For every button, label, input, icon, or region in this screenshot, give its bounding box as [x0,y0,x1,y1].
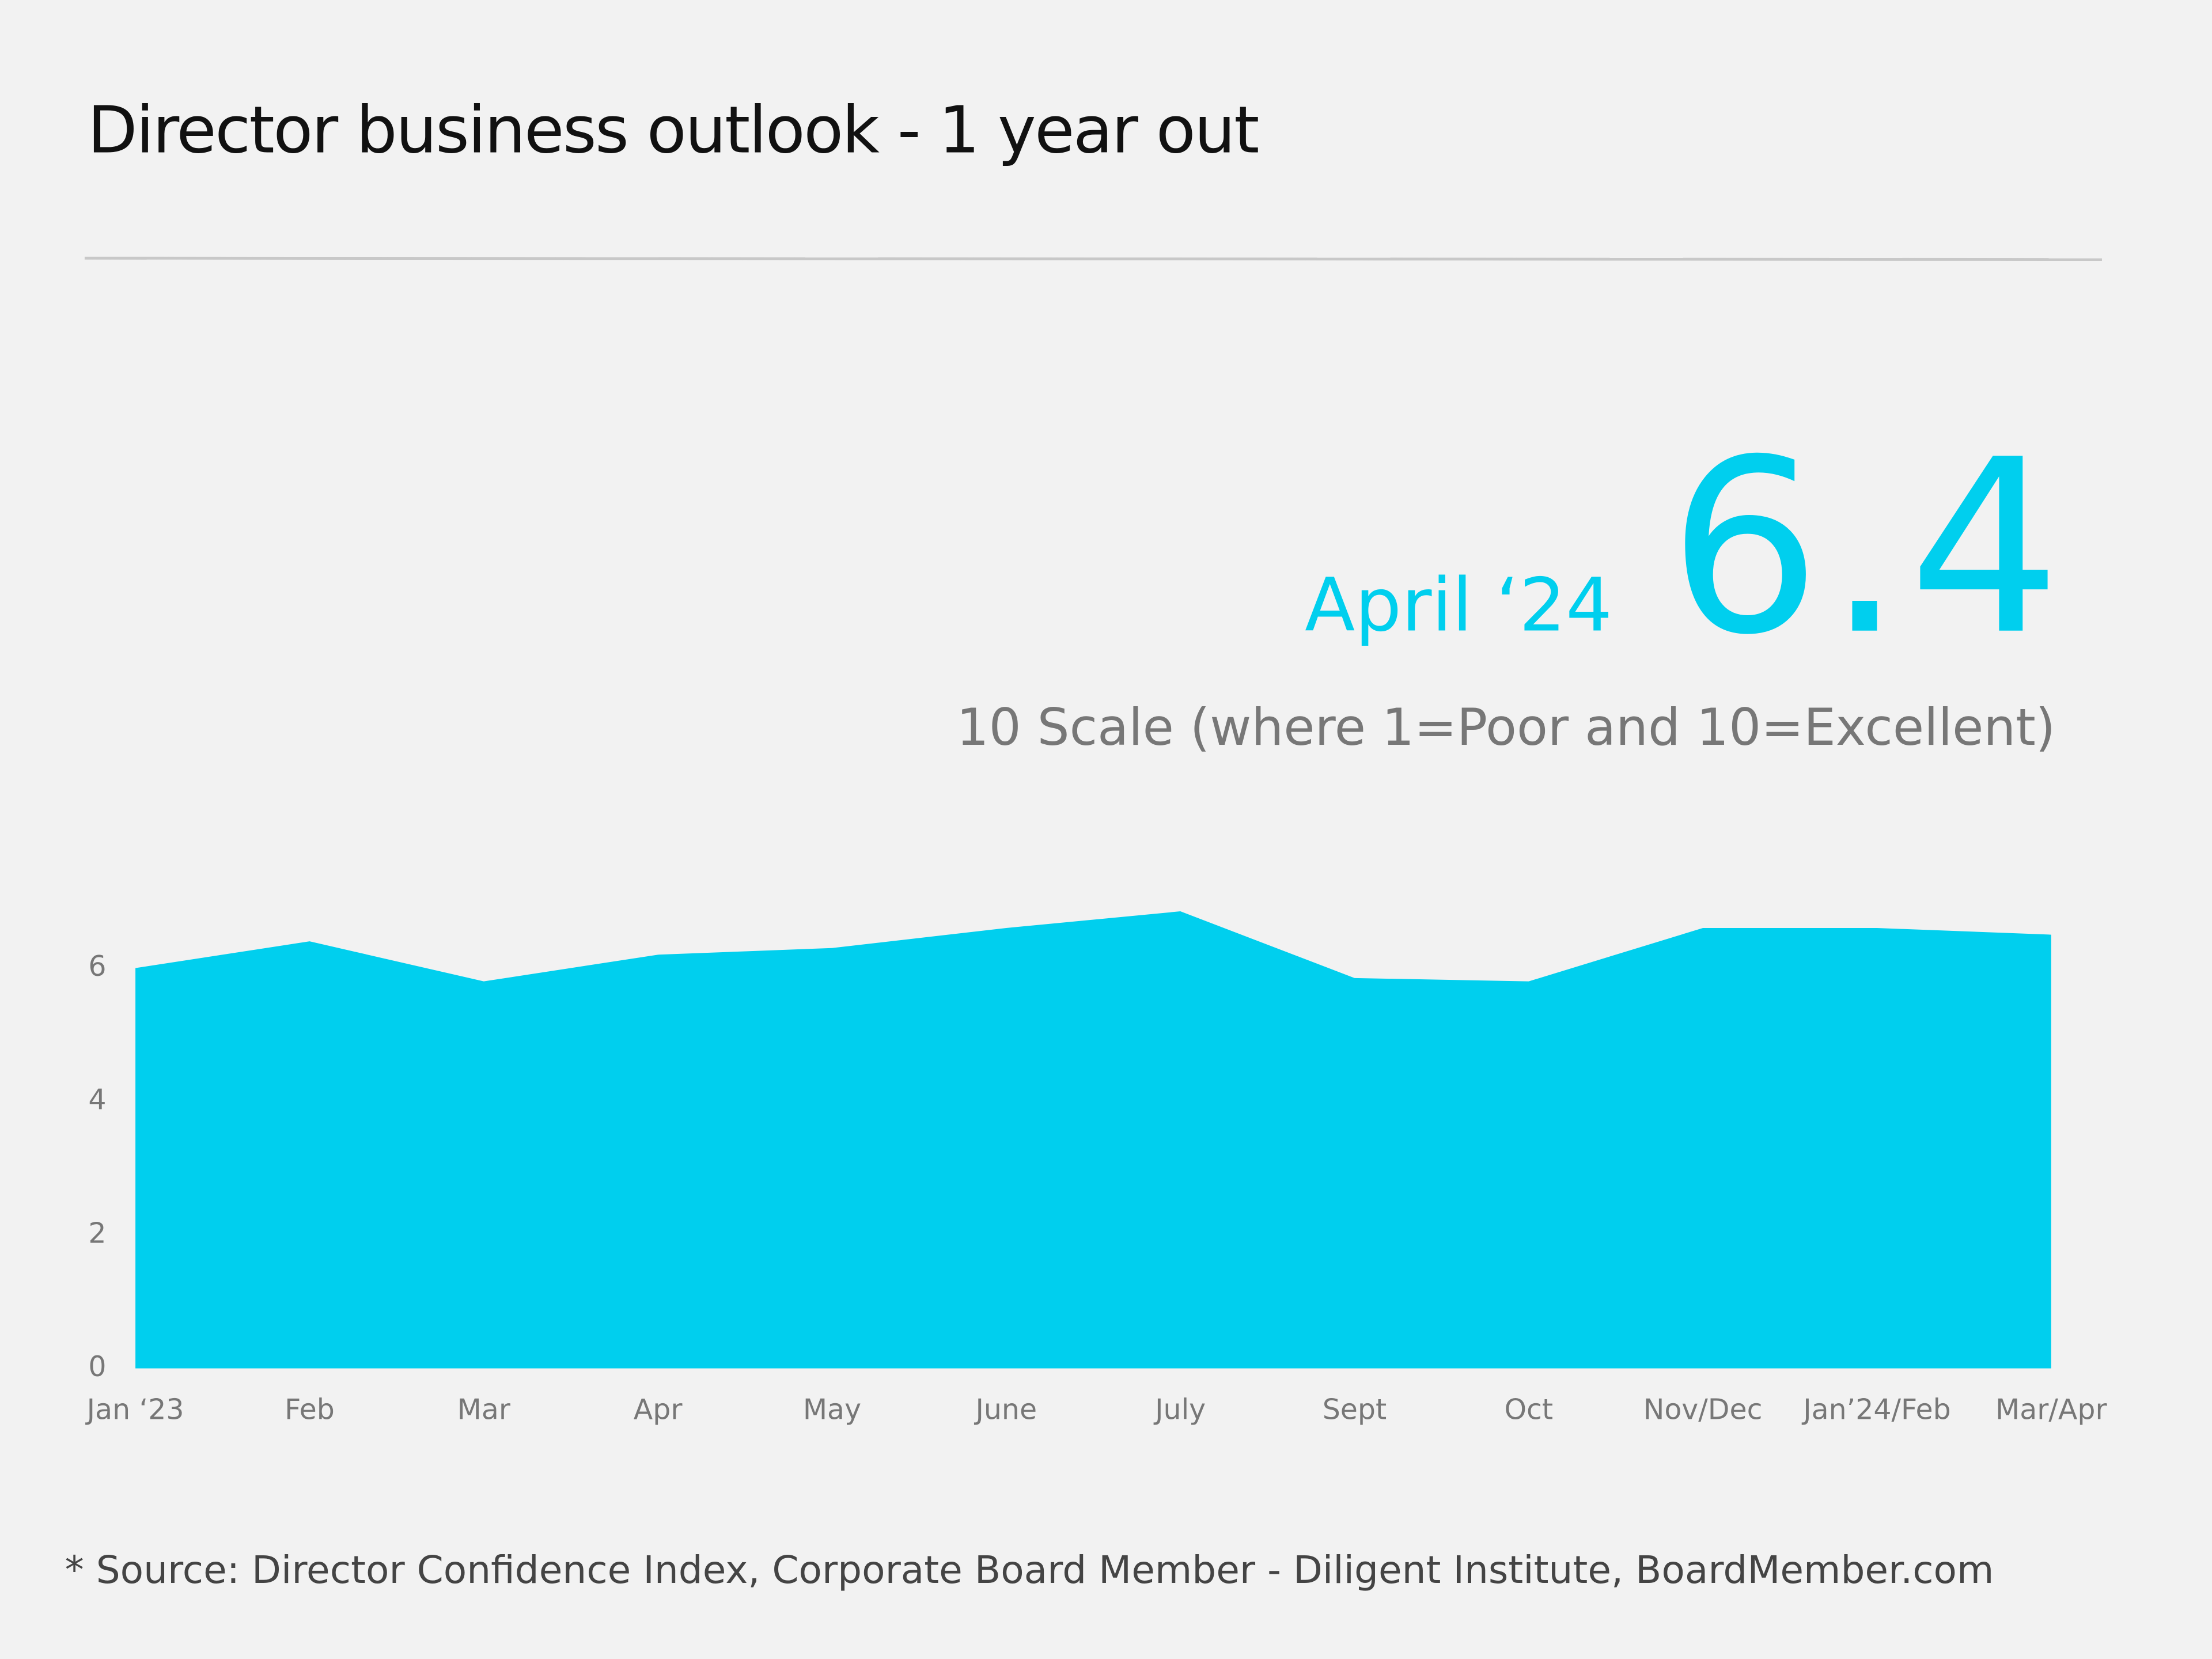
x-tick-label: Jan’24/Feb [1801,1393,1951,1426]
x-tick-label: Mar/Apr [1995,1393,2107,1426]
x-tick-label: Jan ‘23 [85,1393,184,1426]
x-tick-label: Oct [1504,1393,1553,1426]
scale-note: 10 Scale (where 1=Poor and 10=Excellent) [956,698,2055,757]
x-tick-label: May [803,1393,861,1426]
x-tick-label: Mar [457,1393,511,1426]
x-tick-label: June [974,1393,1037,1426]
y-tick-label: 6 [88,950,106,983]
highlight-label: April ‘24 [1305,563,1612,649]
x-tick-label: Sept [1323,1393,1387,1426]
x-tick-label: July [1153,1393,1206,1426]
x-tick-label: Apr [634,1393,683,1426]
y-tick-label: 4 [88,1084,106,1116]
x-tick-label: Nov/Dec [1643,1393,1763,1426]
y-tick-label: 2 [88,1217,106,1249]
separator [84,256,2102,262]
area [135,911,2051,1369]
chart-title: Director business outlook - 1 year out [88,92,1258,168]
x-tick-label: Feb [285,1393,335,1426]
highlight-value: 6.4 [1668,409,2066,688]
source-note: * Source: Director Confidence Index, Cor… [65,1548,1994,1592]
y-tick-label: 0 [88,1350,106,1383]
